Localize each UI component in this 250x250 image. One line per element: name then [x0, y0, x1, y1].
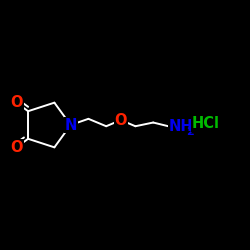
Text: O: O [10, 140, 23, 155]
Text: NH: NH [168, 119, 193, 134]
Text: O: O [10, 95, 23, 110]
Text: 2: 2 [186, 127, 194, 137]
Text: N: N [64, 118, 77, 132]
Text: HCl: HCl [192, 116, 220, 131]
Text: O: O [114, 112, 127, 128]
